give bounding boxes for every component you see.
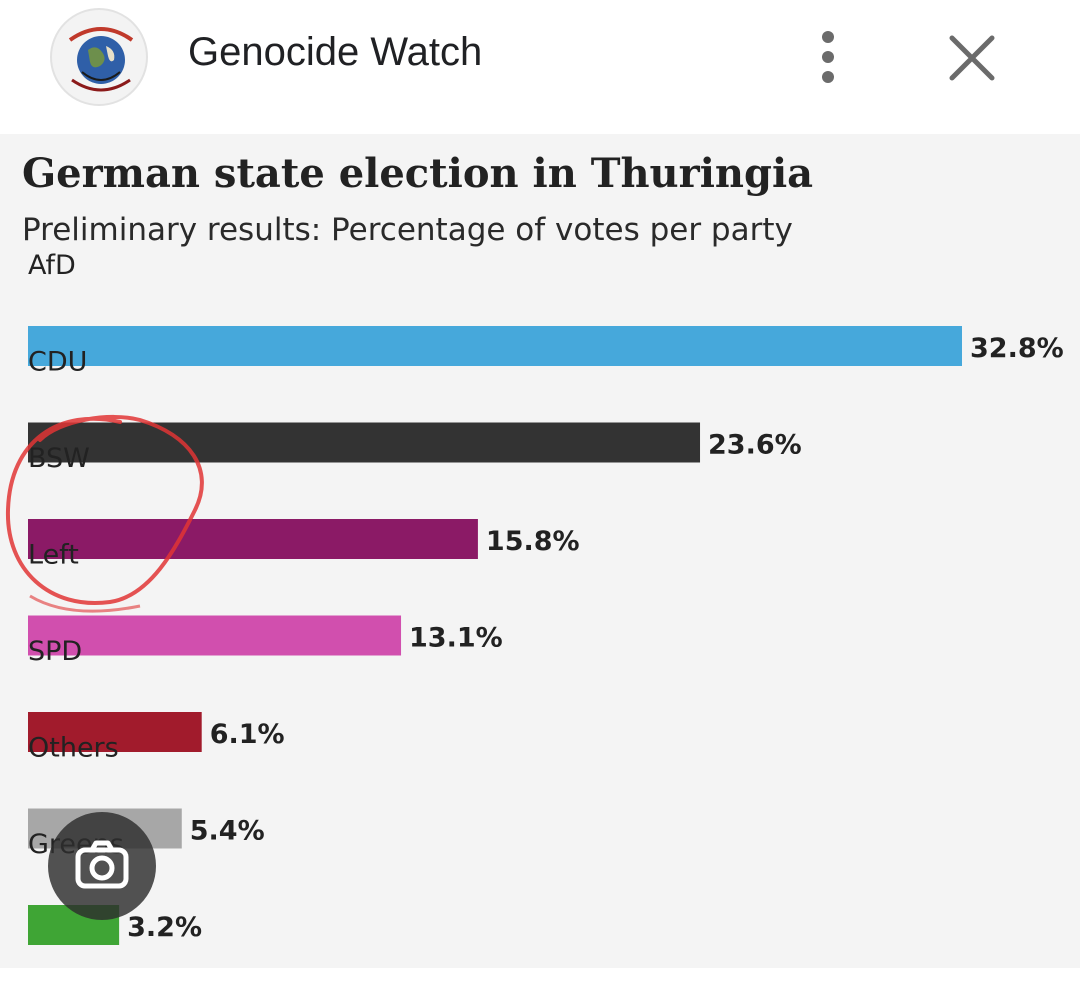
bar-left [28, 615, 402, 656]
bar-spd [28, 712, 202, 752]
chart-panel: German state election in Thuringia Preli… [0, 134, 1080, 968]
category-label-others: Others [28, 733, 119, 764]
value-label-left: 13.1% [409, 623, 503, 654]
bar-chart: AfD 32.8% CDU 23.6% BSW 15.8% Left 13.1% SPD 6.1%… [28, 250, 1064, 945]
category-label-afd: AfD [28, 250, 76, 281]
site-title: Genocide Watch [188, 30, 483, 74]
category-label-bsw: BSW [28, 443, 90, 474]
camera-lens-icon [75, 840, 129, 889]
bar-afd [28, 326, 962, 366]
value-label-others: 5.4% [190, 816, 265, 847]
value-label-cdu: 23.6% [708, 430, 802, 461]
globe-icon [68, 27, 134, 92]
bar-cdu [28, 422, 701, 463]
value-label-greens: 3.2% [127, 912, 202, 943]
category-label-left: Left [28, 540, 79, 571]
app-header: Genocide Watch [0, 0, 1080, 132]
chart-title: German state election in Thuringia [22, 150, 814, 197]
chart-subtitle: Preliminary results: Percentage of votes… [22, 212, 793, 248]
value-label-afd: 32.8% [970, 333, 1064, 364]
value-label-bsw: 15.8% [486, 526, 580, 557]
bar-bsw [28, 519, 478, 559]
lens-button[interactable] [48, 812, 156, 920]
more-vert-icon[interactable] [808, 28, 848, 86]
category-label-spd: SPD [28, 636, 82, 667]
value-label-spd: 6.1% [210, 719, 285, 750]
close-icon[interactable] [946, 32, 998, 84]
category-label-cdu: CDU [28, 347, 87, 378]
site-logo[interactable] [50, 8, 148, 106]
